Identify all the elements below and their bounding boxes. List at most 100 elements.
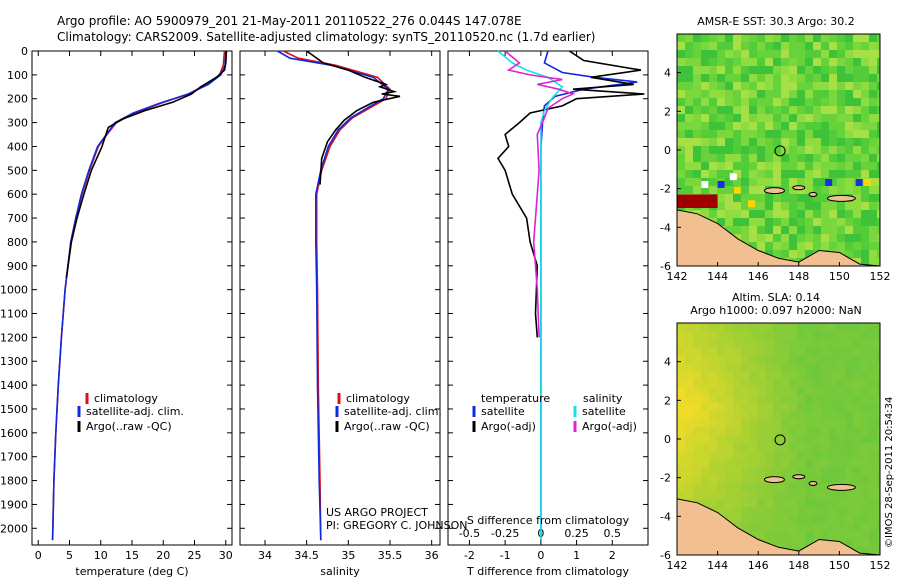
map-cell — [781, 387, 789, 395]
map-cell — [685, 34, 693, 42]
island — [792, 474, 806, 480]
map-cell — [741, 323, 749, 331]
map-cell — [789, 186, 797, 194]
map-cell — [805, 226, 813, 234]
map-cell — [821, 242, 829, 250]
map-cell — [845, 435, 853, 443]
map-cell — [845, 242, 853, 250]
map-cell — [869, 226, 877, 234]
y-tick-label: -2 — [660, 472, 671, 485]
map-cell — [725, 98, 733, 106]
map-cell — [869, 331, 877, 339]
map-cell — [853, 499, 861, 507]
map-cell — [749, 194, 757, 202]
map-cell — [861, 146, 869, 154]
map-cell — [829, 435, 837, 443]
map-cell — [757, 499, 765, 507]
map-cell — [853, 387, 861, 395]
map-cell — [821, 34, 829, 42]
map-cell — [861, 138, 869, 146]
map-cell — [733, 218, 741, 226]
map-cell — [717, 42, 725, 50]
map-cell — [765, 339, 773, 347]
map-cell — [853, 58, 861, 66]
map-cell — [781, 106, 789, 114]
map-cell — [749, 66, 757, 74]
map-cell — [677, 130, 685, 138]
map-cell — [789, 162, 797, 170]
map-cell — [701, 499, 709, 507]
map-cell — [749, 146, 757, 154]
map-cell — [789, 467, 797, 475]
map-cell — [797, 483, 805, 491]
map-cell — [741, 42, 749, 50]
map-cell — [693, 130, 701, 138]
map-cell — [733, 130, 741, 138]
map-cell — [845, 443, 853, 451]
map-cell — [869, 531, 877, 539]
map-cell — [877, 355, 880, 363]
map-cell — [869, 146, 877, 154]
map-cell — [733, 507, 741, 515]
map-cell — [701, 122, 709, 130]
map-cell — [781, 178, 789, 186]
map-cell — [861, 250, 869, 258]
map-cell — [701, 363, 709, 371]
map-cell — [701, 475, 709, 483]
map-cell — [733, 515, 741, 523]
map-cell — [845, 106, 853, 114]
map-cell — [725, 58, 733, 66]
map-cell — [781, 90, 789, 98]
map-cell — [805, 242, 813, 250]
map-cell — [837, 98, 845, 106]
map-cell — [765, 34, 773, 42]
map-cell — [733, 154, 741, 162]
map-cell — [813, 451, 821, 459]
map-cell — [789, 387, 797, 395]
map-cell — [709, 154, 717, 162]
y-tick-label: -2 — [660, 183, 671, 196]
map-cell — [709, 363, 717, 371]
map-cell — [685, 186, 693, 194]
map-cell — [733, 459, 741, 467]
warm-patch — [677, 194, 718, 208]
map-cell — [725, 114, 733, 122]
map-cell — [733, 403, 741, 411]
map-cell — [677, 34, 685, 42]
island — [792, 185, 806, 191]
x-tick-label: 30 — [219, 549, 233, 562]
x-tick-label-salinity: -0.5 — [459, 527, 480, 540]
map-cell — [693, 114, 701, 122]
map-cell — [853, 515, 861, 523]
map-cell — [741, 331, 749, 339]
map-cell — [789, 130, 797, 138]
map-cell — [693, 178, 701, 186]
map-cell — [877, 323, 880, 331]
map-cell — [725, 395, 733, 403]
map-cell — [781, 226, 789, 234]
map-cell — [765, 234, 773, 242]
map-cell — [781, 427, 789, 435]
map-cell — [853, 331, 861, 339]
map-cell — [797, 122, 805, 130]
map-cell — [837, 34, 845, 42]
map-cell — [701, 355, 709, 363]
map-cell — [805, 499, 813, 507]
map-cell — [741, 226, 749, 234]
map-cell — [717, 355, 725, 363]
map-cell — [869, 427, 877, 435]
map-cell — [845, 427, 853, 435]
island — [763, 187, 785, 195]
map-cell — [813, 122, 821, 130]
map-cell — [853, 323, 861, 331]
map-cell — [693, 411, 701, 419]
map-cell — [789, 323, 797, 331]
map-cell — [693, 66, 701, 74]
map-cell — [845, 146, 853, 154]
map-cell — [733, 98, 741, 106]
map-cell — [813, 371, 821, 379]
y-tick-label: 1800 — [0, 475, 28, 488]
map-cell — [725, 226, 733, 234]
map-cell — [733, 419, 741, 427]
y-tick-label: 1700 — [0, 451, 28, 464]
